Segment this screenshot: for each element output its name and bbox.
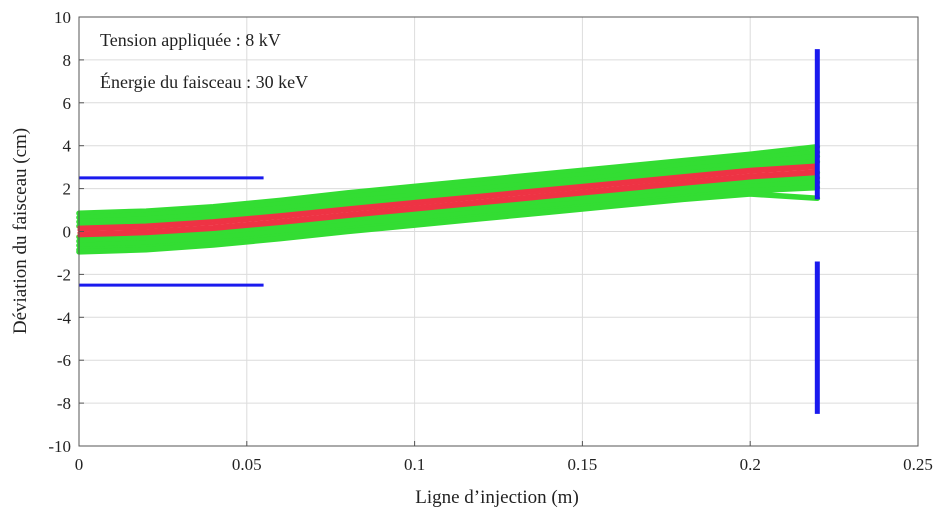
y-tick-label: 10	[54, 8, 71, 27]
x-axis-title: Ligne d’injection (m)	[415, 487, 579, 508]
core-trajectory-9	[77, 163, 819, 229]
core-trajectory-11	[77, 169, 819, 235]
y-tick-label: -6	[57, 351, 71, 370]
outer-trajectory-0	[76, 143, 821, 217]
outer-trajectory-6	[76, 179, 821, 249]
x-tick-label: 0.1	[404, 455, 425, 474]
y-tick-label: 8	[63, 51, 72, 70]
deflection-electrodes	[79, 49, 820, 414]
y-tick-label: 0	[63, 223, 72, 242]
y-tick-label: -10	[48, 437, 71, 456]
outer-trajectory-8	[76, 191, 821, 255]
y-tick-label: 2	[63, 180, 72, 199]
x-tick-label: 0.25	[903, 455, 933, 474]
x-tick-label: 0.05	[232, 455, 262, 474]
outer-trajectory-1	[76, 149, 821, 221]
y-tick-label: -2	[57, 265, 71, 284]
x-tick-label: 0.15	[568, 455, 598, 474]
core-trajectory-12	[77, 171, 819, 238]
y-tick-label: 4	[63, 137, 72, 156]
y-tick-label: -4	[57, 308, 72, 327]
y-axis-ticks: -10 -8 -6 -4 -2 0 2 4 6 8 10	[48, 8, 84, 456]
core-trajectory-10	[77, 166, 819, 232]
x-tick-label: 0.2	[740, 455, 761, 474]
outer-trajectory-2	[76, 153, 821, 225]
beam-trajectories	[76, 143, 821, 255]
x-axis-ticks: 0 0.05 0.1 0.15 0.2 0.25	[75, 441, 933, 474]
y-tick-label: -8	[57, 394, 71, 413]
outer-trajectory-3	[76, 158, 821, 229]
y-tick-label: 6	[63, 94, 72, 113]
y-axis-title: Déviation du faisceau (cm)	[10, 128, 31, 334]
annotation-voltage: Tension appliquée : 8 kV	[100, 30, 281, 50]
x-tick-label: 0	[75, 455, 84, 474]
annotation-energy: Énergie du faisceau : 30 keV	[100, 71, 308, 92]
outer-trajectory-5	[76, 175, 821, 244]
grid	[78, 16, 919, 447]
